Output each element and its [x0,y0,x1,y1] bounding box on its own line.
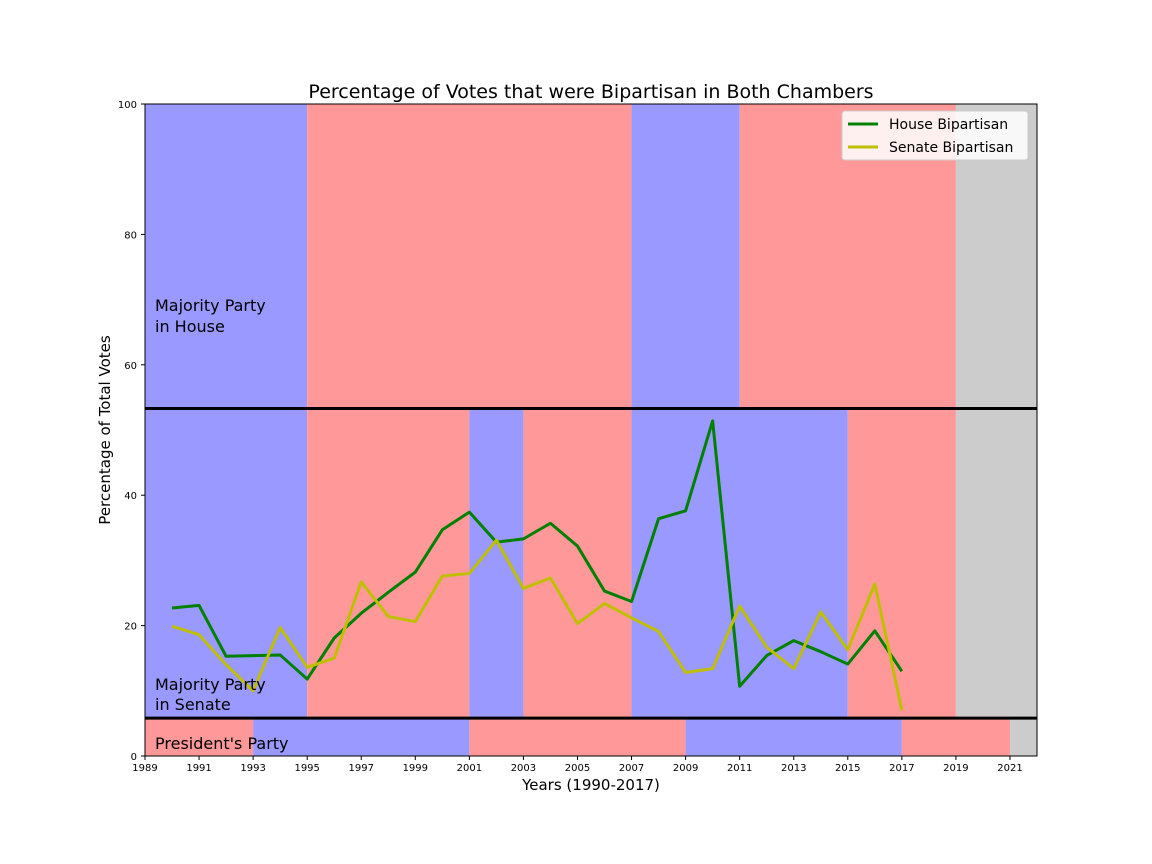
x-tick-label-2003: 2003 [511,763,536,774]
x-tick-label-2013: 2013 [781,763,806,774]
senate-band-label-line1: Majority Party [155,675,266,694]
legend-box [841,110,1029,161]
senate-band-segment-1 [307,408,470,719]
y-tick-label-20: 20 [124,622,137,633]
plot-frame [144,103,1038,757]
y-tick-label-60: 60 [124,361,137,372]
x-tick-label-2011: 2011 [727,763,752,774]
house-band-segment-2 [631,104,740,409]
senate-band-segment-6 [955,408,1037,719]
x-tick-label-1997: 1997 [349,763,374,774]
president-band-segment-5 [1009,718,1037,756]
x-axis-label: Years (1990-2017) [521,776,660,794]
x-tick-label-2015: 2015 [835,763,860,774]
president-band-segment-1 [253,718,470,756]
senate-band-label-line2: in Senate [155,695,231,714]
series-line-senate [171,538,904,711]
x-tick-label-2005: 2005 [565,763,590,774]
band-dividers [145,406,1037,720]
y-tick-label-80: 80 [124,230,137,241]
x-tick-label-2019: 2019 [943,763,968,774]
house-band-label-line1: Majority Party [155,296,266,315]
chart-title: Percentage of Votes that were Bipartisan… [308,81,873,103]
president-band-segment-0 [145,718,254,756]
senate-band-segment-3 [523,408,632,719]
party-bands [145,104,1037,756]
x-axis: 1989 1991 1993 1995 1997 1999 2001 2003 2005 2007… [132,756,1023,774]
house-band-segment-0 [145,104,308,409]
president-band-segment-2 [469,718,686,756]
president-band-segment-4 [901,718,1010,756]
y-tick-label-40: 40 [124,491,137,502]
x-tick-label-2007: 2007 [619,763,644,774]
x-tick-label-1995: 1995 [294,763,319,774]
x-tick-label-1991: 1991 [186,763,211,774]
president-band-label: President's Party [155,734,289,753]
region-labels: Majority Party in House Majority Party i… [155,296,289,753]
senate-band-segment-4 [631,408,848,719]
president-band-segment-3 [685,718,902,756]
y-axis: 0 20 40 60 80 100 [118,100,145,763]
series-lines [171,419,904,711]
x-tick-label-1999: 1999 [403,763,428,774]
x-tick-label-1993: 1993 [240,763,265,774]
house-band-label-line2: in House [155,317,225,336]
y-tick-label-0: 0 [131,752,137,763]
x-tick-label-2001: 2001 [457,763,482,774]
x-tick-label-2017: 2017 [889,763,914,774]
y-axis-label: Percentage of Total Votes [96,335,114,525]
x-tick-label-1989: 1989 [132,763,157,774]
legend-entry-senate: Senate Bipartisan [889,140,1013,156]
legend: House Bipartisan Senate Bipartisan [841,110,1029,161]
series-line-house [171,419,904,688]
senate-band-segment-5 [847,408,956,719]
senate-band-segment-0 [145,408,308,719]
x-tick-label-2009: 2009 [673,763,698,774]
house-band-segment-1 [307,104,632,409]
y-tick-label-100: 100 [118,100,137,111]
legend-entry-house: House Bipartisan [889,117,1008,133]
x-tick-label-2021: 2021 [997,763,1022,774]
